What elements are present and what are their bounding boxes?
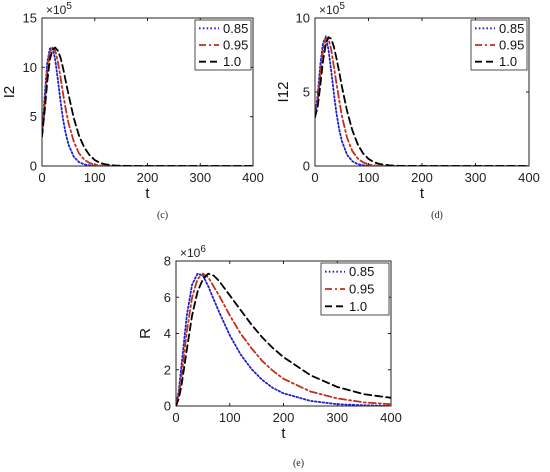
y-tick-label: 10 [296,11,310,26]
x-axis-label: t [281,425,286,442]
x-tick-label: 400 [242,170,264,185]
y-tick-label: 5 [30,109,37,124]
legend-entry-label: 0.85 [223,21,248,36]
x-tick-label: 300 [326,410,348,425]
x-tick-label: 200 [273,410,295,425]
y-tick-label: 0 [164,399,171,414]
x-tick-label: 0 [38,170,45,185]
legend: 0.85 0.95 1.0 [320,262,390,316]
panel-caption: (d) [431,210,443,221]
series-line-0-95 [176,272,391,406]
series-line-0-85 [176,272,391,406]
series-line-0-95 [42,46,253,166]
y-scale-exponent: ×105 [46,1,72,17]
x-tick-label: 400 [518,170,540,185]
chart-panel-c: 0 100 200 300 400 0 5 10 15 ×105 t I2 0.85 0.951.0 (c) [1,1,264,221]
y-tick-label: 5 [303,85,310,100]
y-axis-label: I12 [275,82,292,103]
legend-entry-label: 1.0 [499,54,517,69]
y-axis-label: I2 [1,86,18,99]
series-line-1-0 [176,272,391,406]
series-group [315,34,529,166]
y-tick-label: 8 [164,254,171,269]
y-tick-label: 0 [30,159,37,174]
x-tick-label: 200 [137,170,159,185]
series-line-1-0 [315,35,529,166]
y-tick-label: 2 [164,362,171,377]
series-group [176,272,391,406]
legend-box [320,262,390,316]
panel-caption: (c) [157,210,168,221]
series-line-0-95 [315,37,529,166]
legend: 0.85 0.951.0 [470,19,528,71]
y-scale-exponent: ×106 [180,244,206,260]
y-tick-label: 0 [303,159,310,174]
x-tick-label: 100 [84,170,106,185]
legend: 0.85 0.951.0 [194,19,252,71]
x-tick-label: 200 [411,170,433,185]
legend-entry-label: 0.95 [223,38,248,53]
legend-entry-label: 0.85 [499,21,524,36]
x-tick-label: 0 [311,170,318,185]
y-tick-label: 4 [164,326,171,341]
chart-panel-d: 0 100 200 300 400 0 5 10 ×105 t I12 0.85 0.951.0 (d) [275,1,540,221]
x-axis-label: t [420,185,425,202]
legend-entry-label: 1.0 [349,299,367,314]
y-tick-label: 15 [23,11,37,26]
legend-entry-label: 0.85 [349,264,374,279]
x-tick-label: 100 [358,170,380,185]
series-group [42,46,253,166]
x-tick-label: 0 [172,410,179,425]
x-tick-label: 400 [380,410,402,425]
x-tick-label: 300 [465,170,487,185]
y-tick-label: 10 [23,60,37,75]
x-tick-label: 300 [189,170,211,185]
panel-caption: (e) [293,458,304,469]
legend-entry-label: 1.0 [223,54,241,69]
y-axis-label: R [137,328,154,339]
series-line-1-0 [42,46,253,166]
chart-panel-e: 0 100 200 300 400 0 2 4 6 8 ×106 t R 0.85 0.95 1.0 (e) [137,244,402,469]
legend-entry-label: 0.95 [349,282,374,297]
y-tick-label: 6 [164,290,171,305]
legend-entry-label: 0.95 [499,38,524,53]
x-tick-label: 100 [219,410,241,425]
y-scale-exponent: ×105 [319,1,345,17]
x-axis-label: t [145,185,150,202]
